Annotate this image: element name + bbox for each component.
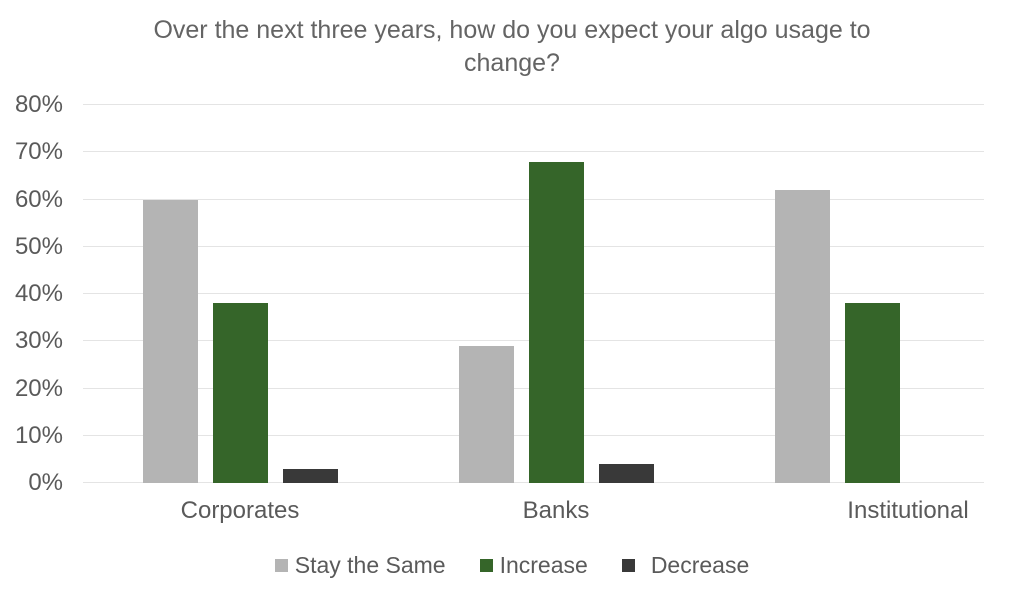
chart-title: Over the next three years, how do you ex…	[153, 16, 871, 77]
y-tick-label: 10%	[14, 421, 63, 449]
gridline	[83, 151, 984, 153]
bar	[459, 345, 514, 483]
bar	[599, 464, 654, 483]
y-tick-label: 0%	[28, 469, 63, 496]
y-axis: 0% 10% 20% 30% 40% 50% 60% 70% 80%	[0, 91, 63, 496]
x-category-label: Corporates	[180, 497, 300, 524]
legend-swatch-icon	[479, 558, 493, 572]
bar	[775, 190, 830, 483]
y-tick-label: 50%	[14, 232, 63, 260]
bar	[283, 468, 338, 483]
legend: Stay the Same Increase Decrease	[0, 549, 1024, 581]
y-tick-label: 80%	[14, 91, 63, 118]
plot-area	[83, 104, 984, 483]
x-category-label: Banks	[522, 497, 590, 524]
legend-label: Decrease	[650, 551, 750, 578]
legend-swatch-icon	[274, 558, 288, 572]
legend-item: Stay the Same	[274, 551, 446, 579]
bar-group	[143, 105, 338, 483]
bar	[143, 199, 198, 483]
y-tick-label: 30%	[14, 327, 63, 355]
x-category-label: Institutional	[847, 497, 969, 524]
y-tick-label: 40%	[14, 280, 63, 307]
legend-item: Decrease	[621, 551, 750, 579]
bar-group	[775, 105, 970, 483]
bar	[845, 303, 900, 483]
bar	[529, 161, 584, 483]
legend-item: Increase	[479, 551, 588, 579]
gridline	[83, 104, 984, 105]
bar	[213, 303, 268, 483]
legend-label: Increase	[499, 551, 588, 578]
y-tick-label: 70%	[14, 138, 63, 166]
legend-swatch-icon	[621, 558, 635, 572]
bar-group	[459, 105, 654, 483]
legend-label: Stay the Same	[294, 551, 446, 578]
y-tick-label: 20%	[14, 374, 63, 402]
y-tick-label: 60%	[14, 185, 63, 213]
